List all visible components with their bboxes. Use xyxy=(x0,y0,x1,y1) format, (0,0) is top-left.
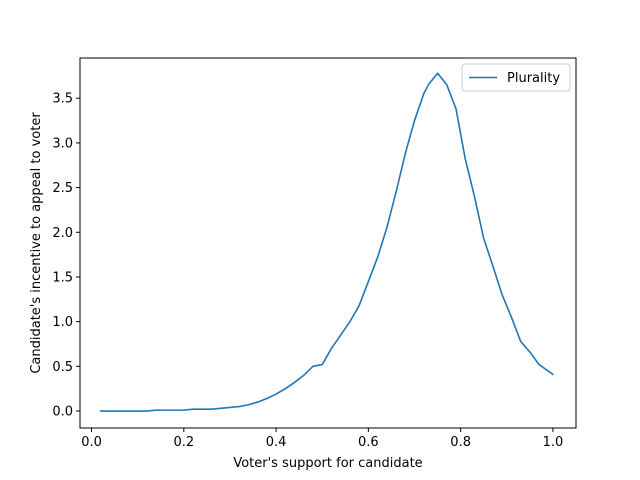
y-tick-label: 0.5 xyxy=(52,360,73,375)
x-axis-label: Voter's support for candidate xyxy=(233,456,422,471)
y-tick-label: 2.0 xyxy=(52,226,73,241)
series-line-plurality xyxy=(99,72,555,412)
plot-frame xyxy=(79,57,577,429)
x-tick-label: 1.0 xyxy=(543,435,564,450)
x-tick-label: 0.8 xyxy=(450,435,471,450)
y-tick-label: 3.5 xyxy=(52,92,73,107)
x-tick-label: 0.0 xyxy=(81,435,102,450)
y-axis-label: Candidate's incentive to appeal to voter xyxy=(29,112,44,374)
x-axis-ticks: 0.0 0.2 0.4 0.6 0.8 1.0 xyxy=(81,428,563,450)
legend: Plurality xyxy=(461,63,571,92)
y-tick-label: 3.0 xyxy=(52,136,73,151)
y-axis-ticks: 0.0 0.5 1.0 1.5 2.0 2.5 3.0 3.5 xyxy=(52,92,80,420)
y-tick-label: 1.5 xyxy=(52,270,73,285)
series-layer xyxy=(99,72,555,412)
legend-label-plurality: Plurality xyxy=(507,71,560,86)
y-tick-label: 1.0 xyxy=(52,315,73,330)
plot-area xyxy=(80,58,576,428)
x-tick-label: 0.6 xyxy=(358,435,379,450)
legend-box xyxy=(461,63,571,92)
y-tick-label: 2.5 xyxy=(52,181,73,196)
y-tick-label: 0.0 xyxy=(52,405,73,420)
x-tick-label: 0.2 xyxy=(173,435,194,450)
x-tick-label: 0.4 xyxy=(266,435,287,450)
